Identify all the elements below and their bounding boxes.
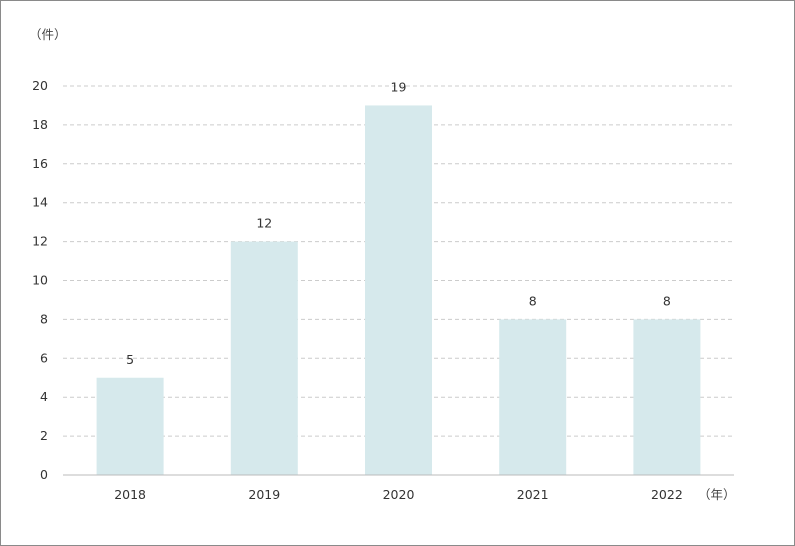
y-tick-label-6: 6 xyxy=(40,350,48,365)
y-tick-label-14: 14 xyxy=(32,195,48,210)
x-tick-label-2018: 2018 xyxy=(114,487,146,502)
data-label-2020: 19 xyxy=(391,79,407,94)
x-tick-label-2021: 2021 xyxy=(517,487,549,502)
bar-2020 xyxy=(365,105,432,475)
x-tick-label-2020: 2020 xyxy=(383,487,415,502)
y-tick-label-10: 10 xyxy=(32,273,48,288)
x-tick-label-2022: 2022 xyxy=(651,487,683,502)
y-tick-label-4: 4 xyxy=(40,389,48,404)
data-label-2022: 8 xyxy=(663,293,671,308)
x-unit-label: （年） xyxy=(698,487,736,502)
x-tick-label-2019: 2019 xyxy=(248,487,280,502)
y-unit-label: （件） xyxy=(29,27,67,42)
data-label-2019: 12 xyxy=(256,216,272,231)
data-label-2021: 8 xyxy=(529,293,537,308)
bar-2022 xyxy=(633,319,701,475)
y-tick-label-12: 12 xyxy=(32,234,48,249)
y-tick-label-20: 20 xyxy=(32,78,48,93)
y-tick-label-2: 2 xyxy=(40,428,48,443)
data-label-2018: 5 xyxy=(126,352,134,367)
bar-2021 xyxy=(499,319,567,475)
y-tick-label-8: 8 xyxy=(40,311,48,326)
y-tick-label-16: 16 xyxy=(32,156,48,171)
y-tick-label-18: 18 xyxy=(32,117,48,132)
bar-2019 xyxy=(230,241,298,475)
bar-2018 xyxy=(96,377,164,475)
y-tick-label-0: 0 xyxy=(40,467,48,482)
